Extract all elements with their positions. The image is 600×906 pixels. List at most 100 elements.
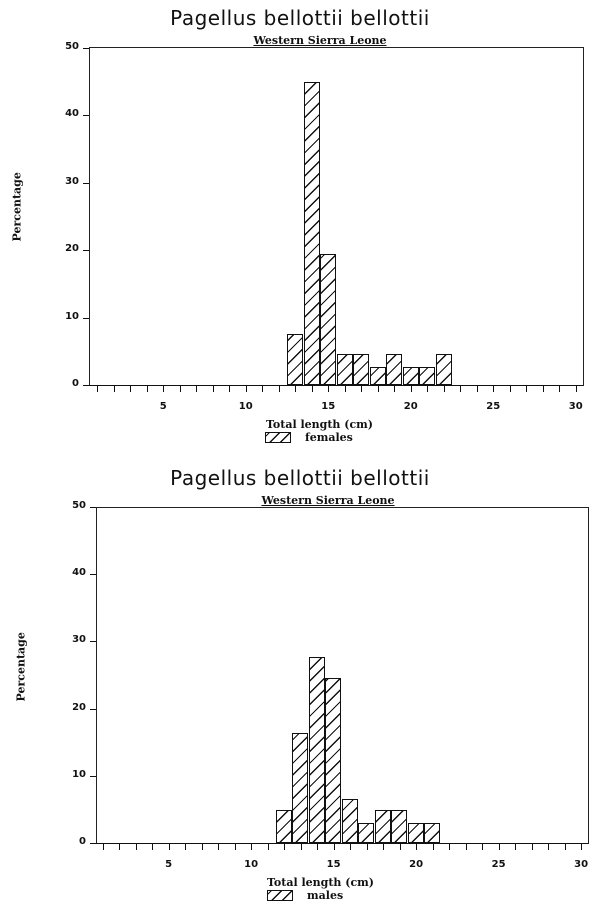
chart-subtitle: Western Sierra Leone [253, 34, 387, 47]
x-tick-label: 25 [491, 859, 506, 870]
x-tick [350, 844, 352, 850]
x-tick [564, 844, 566, 850]
histogram-bar [407, 822, 424, 843]
histogram-bar [353, 353, 369, 385]
x-tick [196, 386, 198, 392]
x-tick [295, 386, 297, 392]
x-tick-label: 25 [486, 401, 501, 412]
x-tick [449, 844, 451, 850]
histogram-bar [374, 810, 391, 843]
x-tick [311, 386, 313, 392]
y-tick [90, 641, 96, 643]
x-tick [427, 386, 429, 392]
x-tick [234, 844, 236, 850]
legend-swatch-hatched [265, 432, 291, 443]
x-tick-label: 15 [321, 401, 336, 412]
histogram-bar [402, 366, 419, 385]
chart-subtitle: Western Sierra Leone [261, 494, 395, 507]
x-tick [317, 844, 319, 850]
y-tick [83, 317, 89, 319]
x-tick [212, 386, 214, 392]
x-tick [482, 844, 484, 850]
y-tick [83, 48, 89, 49]
legend-swatch-hatched [267, 890, 293, 901]
x-tick [366, 844, 368, 850]
y-tick-label: 10 [65, 310, 79, 322]
y-tick-label: 20 [72, 701, 86, 713]
x-tick [102, 844, 104, 850]
histogram-bar [424, 822, 441, 843]
x-tick [97, 386, 99, 392]
x-tick [476, 386, 478, 392]
x-tick [278, 386, 280, 392]
y-tick [83, 115, 89, 117]
x-tick [218, 844, 220, 850]
histogram-bar [303, 81, 320, 385]
x-tick [284, 844, 286, 850]
x-tick [498, 844, 500, 850]
y-tick [83, 385, 89, 386]
x-tick [251, 844, 253, 850]
x-tick [344, 386, 346, 392]
x-tick [300, 844, 302, 850]
plot-area [96, 507, 589, 844]
histogram-bar [320, 254, 336, 385]
x-tick [465, 844, 467, 850]
x-tick [185, 844, 187, 850]
x-tick [201, 844, 203, 850]
histogram-bar [275, 810, 292, 843]
x-tick [515, 844, 517, 850]
x-tick [245, 386, 247, 392]
histogram-bar [325, 677, 342, 843]
y-tick [83, 182, 89, 184]
histogram-bar [435, 353, 452, 385]
chart-title: Pagellus bellottii bellottii [170, 466, 430, 490]
histogram-bar [292, 732, 309, 843]
x-tick-label: 10 [238, 401, 253, 412]
y-tick-label: 40 [72, 567, 86, 579]
x-tick-label: 30 [574, 859, 589, 870]
x-tick [509, 386, 511, 392]
x-tick [333, 844, 335, 850]
legend-label: males [307, 889, 344, 902]
y-tick [83, 250, 89, 252]
histogram-bar [341, 799, 358, 843]
y-tick-label: 10 [72, 768, 86, 780]
x-tick [163, 386, 165, 392]
chart-title: Pagellus bellottii bellottii [170, 6, 430, 30]
x-tick [152, 844, 154, 850]
y-tick-label: 40 [65, 108, 79, 120]
x-tick-label: 5 [159, 401, 167, 412]
x-tick [581, 844, 583, 850]
legend: males [267, 889, 343, 902]
y-tick-label: 30 [65, 175, 79, 187]
histogram-bar [419, 366, 435, 385]
x-tick [410, 386, 412, 392]
x-tick [135, 844, 137, 850]
histogram-bar [358, 822, 375, 843]
y-tick [90, 775, 96, 777]
x-tick [559, 386, 561, 392]
x-axis [90, 843, 588, 844]
x-tick [179, 386, 181, 392]
females-length-chart: Pagellus bellottii bellottii Western Sie… [0, 0, 600, 450]
x-tick [229, 386, 231, 392]
x-tick-label: 30 [568, 401, 583, 412]
legend-label: females [305, 431, 353, 444]
x-tick [531, 844, 533, 850]
x-axis-label: Total length (cm) [266, 418, 373, 431]
x-tick [542, 386, 544, 392]
y-tick-label: 0 [72, 378, 79, 389]
x-tick [146, 386, 148, 392]
y-tick-label: 50 [65, 41, 79, 52]
x-tick [361, 386, 363, 392]
y-tick [90, 507, 96, 508]
y-tick-label: 0 [79, 836, 86, 847]
x-tick [394, 386, 396, 392]
x-tick [377, 386, 379, 392]
y-axis-label: Percentage [14, 632, 28, 702]
histogram-bar [336, 353, 353, 385]
y-tick-label: 30 [72, 634, 86, 646]
x-tick [130, 386, 132, 392]
